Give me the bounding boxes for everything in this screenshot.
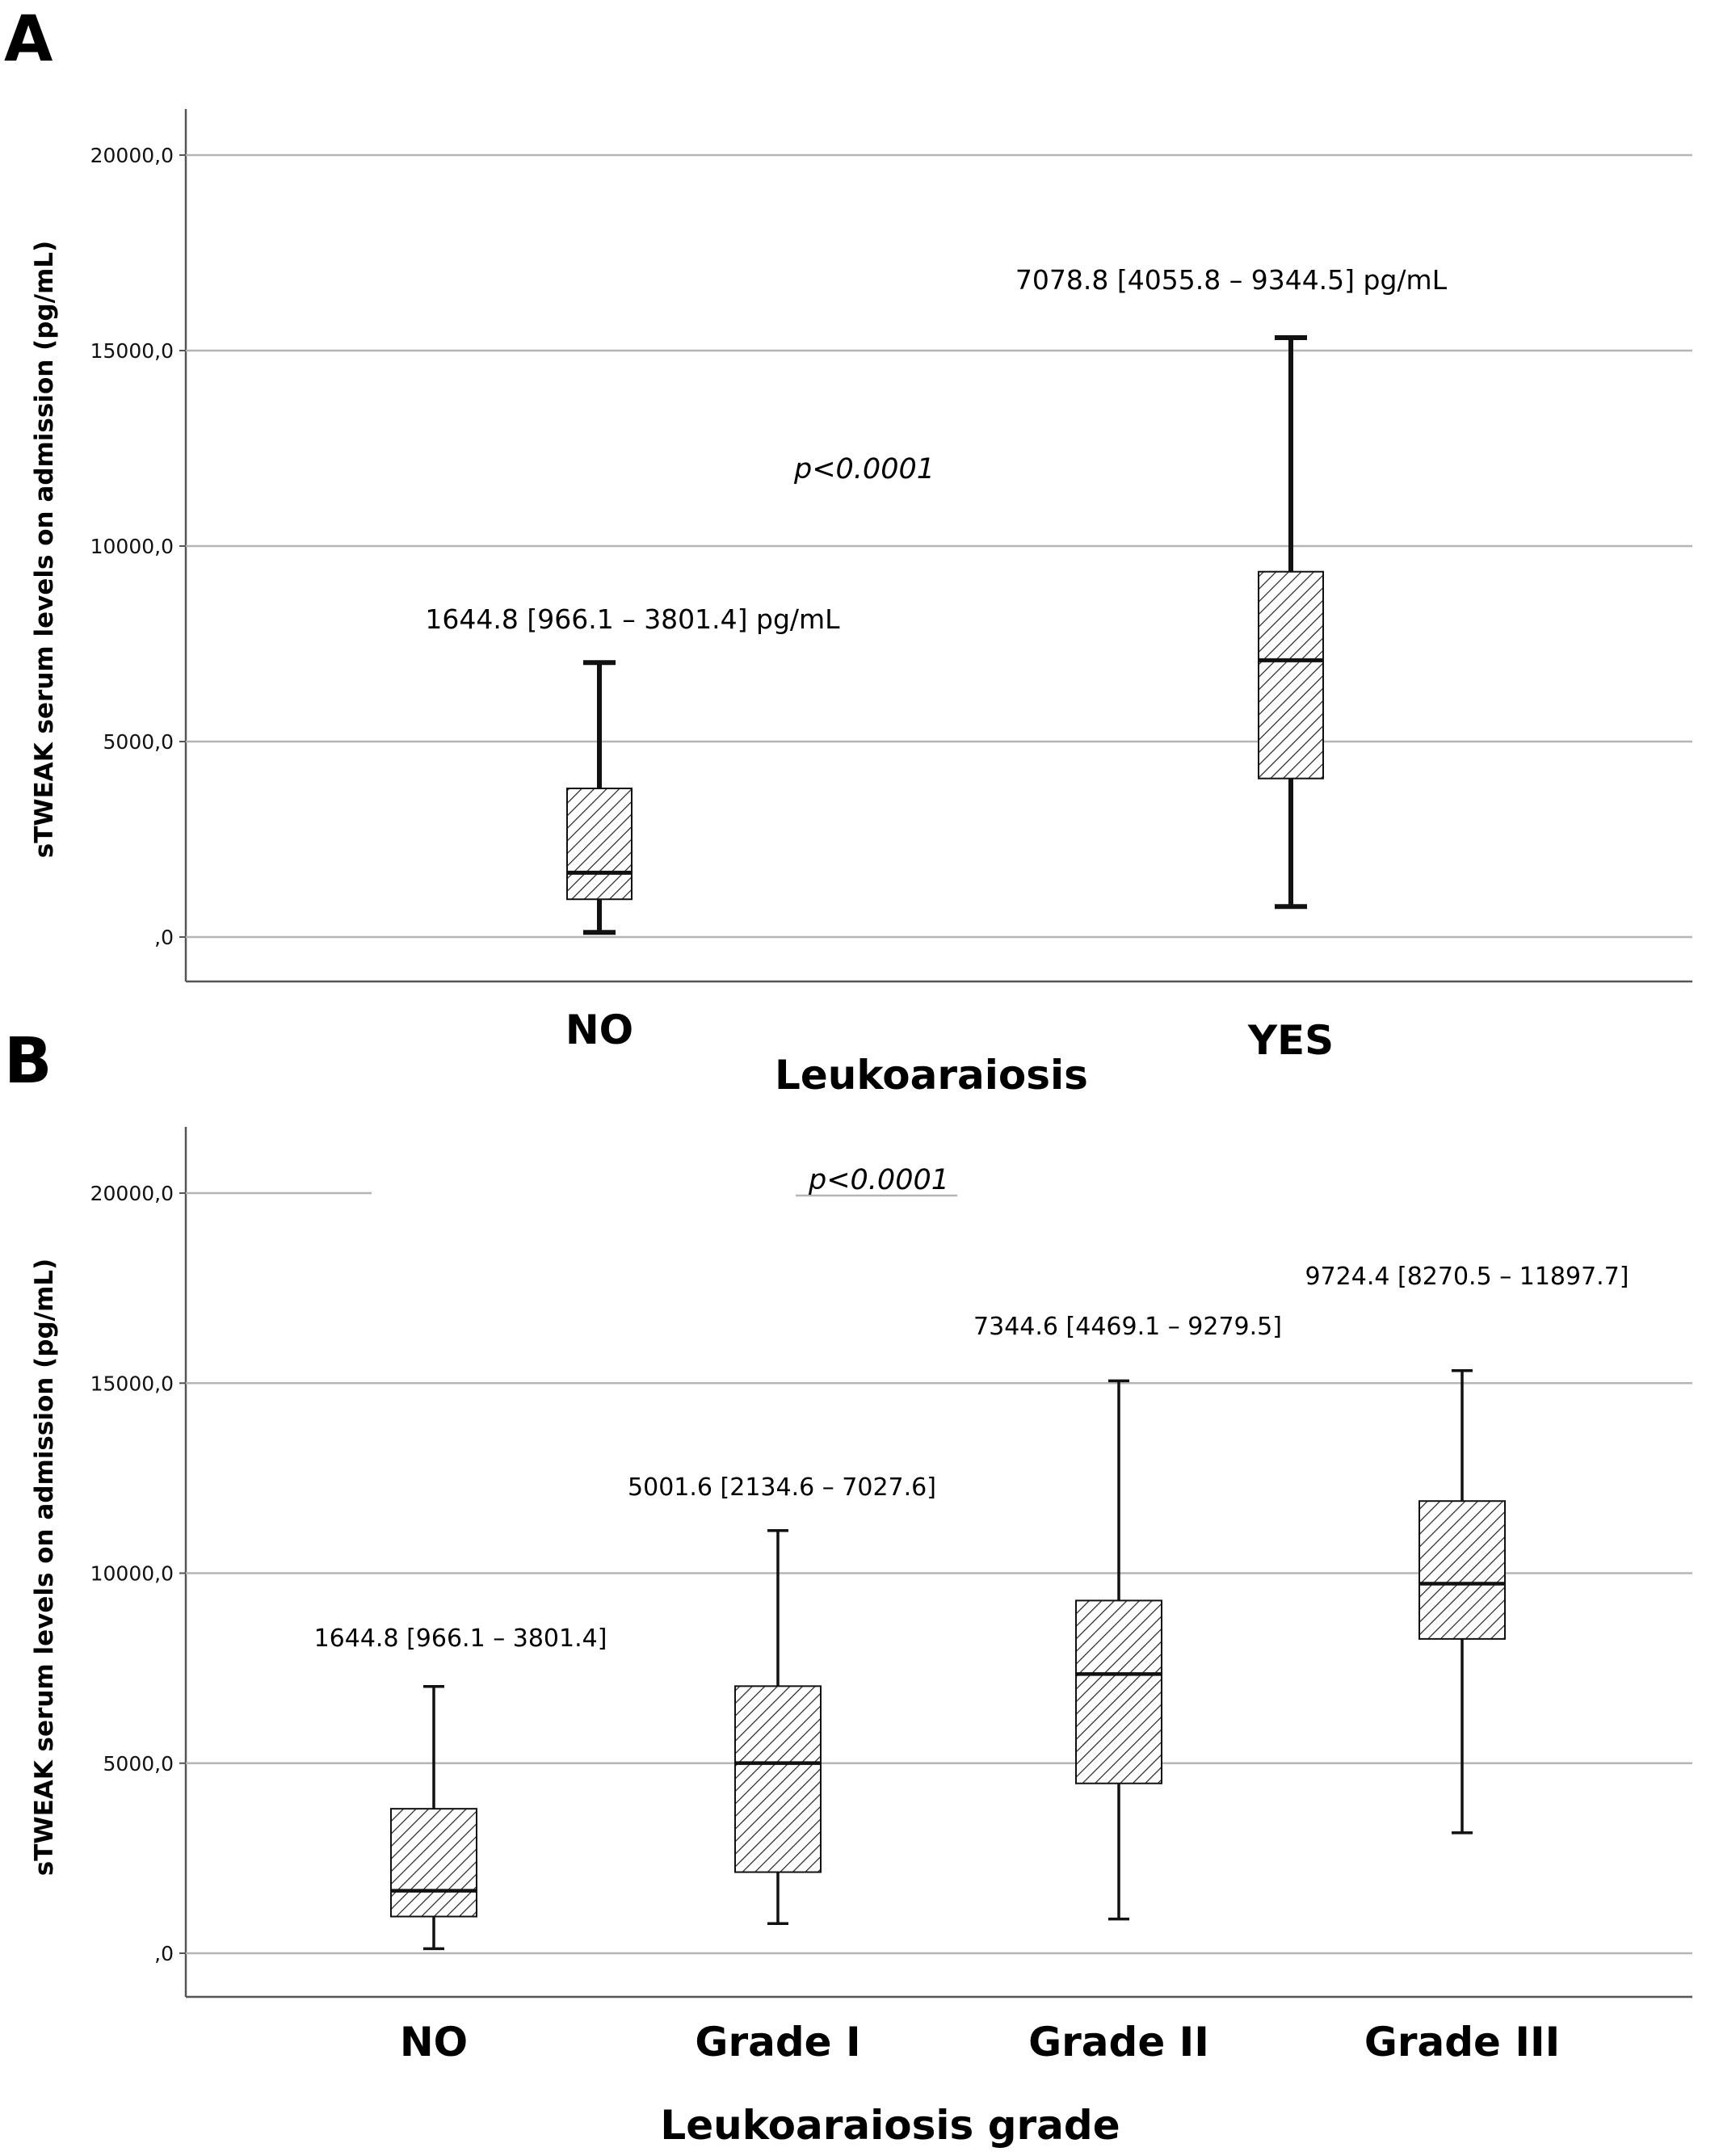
x-category-label: YES [1247,1017,1334,1064]
y-axis-label-b: sTWEAK serum levels on admission (pg/mL) [30,1259,59,1876]
y-tick-label: 5000,0 [103,730,174,754]
x-category-label: NO [400,2019,468,2066]
boxes-b [390,1368,1506,1951]
iqr-box [1258,570,1324,780]
box-plot-no [566,660,633,935]
x-axis-label-b: Leukoaraiosis grade [660,2102,1120,2149]
y-ticks-b: ,0 5000,0 10000,0 15000,0 20000,0 [90,1182,174,1965]
x-categories-b: NO Grade I Grade II Grade III [400,2019,1560,2066]
box-plot-no [390,1684,477,1951]
box-plot-yes [1258,335,1324,910]
box-plot-grade-i [734,1529,822,1926]
boxes-a [566,335,1324,935]
y-tick-label: ,0 [154,926,174,949]
box-plot-grade-ii [1075,1379,1162,1921]
iqr-box [390,1808,477,1918]
y-tick-label: 10000,0 [90,535,174,558]
box-annotation: 1644.8 [966.1 – 3801.4] [314,1624,607,1653]
annotations-b: 1644.8 [966.1 – 3801.4] 5001.6 [2134.6 – … [314,1263,1629,1653]
y-tick-label: 5000,0 [103,1752,174,1776]
x-category-label: Grade II [1028,2019,1209,2066]
gridlines-a [179,109,1692,983]
box-annotation: 7344.6 [4469.1 – 9279.5] [973,1313,1282,1341]
x-category-label: NO [565,1007,633,1053]
x-category-label: Grade I [695,2019,860,2066]
box-annotation: 1644.8 [966.1 – 3801.4] pg/mL [425,603,840,635]
y-tick-label: 15000,0 [90,339,174,363]
y-tick-label: 10000,0 [90,1562,174,1586]
p-value-a: p<0.0001 [793,453,935,485]
box-annotation: 7078.8 [4055.8 – 9344.5] pg/mL [1015,264,1448,296]
iqr-box [1075,1599,1162,1784]
annotations-a: 1644.8 [966.1 – 3801.4] pg/mL 7078.8 [405… [425,264,1447,635]
panel-b: B sTWEAK serum levels on admission (pg/m… [4,1025,1692,2149]
iqr-box [734,1685,822,1873]
x-category-label: Grade III [1364,2019,1560,2066]
y-tick-label: 20000,0 [90,1182,174,1205]
x-categories-a: NO YES [565,1007,1334,1064]
panel-label-b: B [4,1025,52,1098]
p-value-b: p<0.0001 [808,1164,949,1196]
box-annotation: 9724.4 [8270.5 – 11897.7] [1305,1263,1629,1291]
iqr-box [1418,1500,1506,1640]
box-annotation: 5001.6 [2134.6 – 7027.6] [628,1473,936,1502]
y-tick-label: ,0 [154,1942,174,1965]
y-ticks-a: ,0 5000,0 10000,0 15000,0 20000,0 [90,144,174,949]
y-tick-label: 15000,0 [90,1372,174,1395]
y-tick-label: 20000,0 [90,144,174,167]
panel-a: A sTWEAK serum levels on admission (pg/m… [4,3,1692,1099]
x-axis-label-a: Leukoaraiosis [775,1052,1088,1099]
panel-label-a: A [4,3,53,76]
y-axis-label-a: sTWEAK serum levels on admission (pg/mL) [30,241,59,858]
box-plot-grade-iii [1418,1368,1506,1834]
iqr-box [566,788,633,901]
